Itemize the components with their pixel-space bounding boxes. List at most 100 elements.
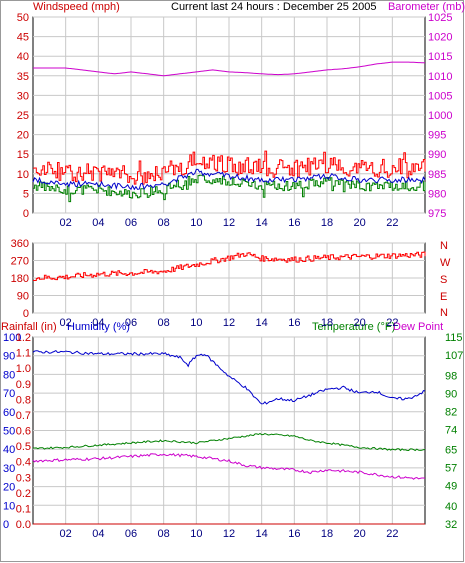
y-temperature-tick-label: 32 xyxy=(445,519,457,531)
dir-letter-e: E xyxy=(440,291,447,303)
dewpoint-line xyxy=(32,452,426,480)
x-tick-label-3: 16 xyxy=(288,528,300,540)
y-rainfall-tick-label: 0.4 xyxy=(16,457,31,469)
x-tick-label-1: 08 xyxy=(158,217,170,229)
x-tick-label-1: 06 xyxy=(125,217,137,229)
y-rainfall-tick-label: 0.5 xyxy=(16,441,31,453)
x-tick-label-1: 14 xyxy=(256,217,268,229)
x-tick-label-2: 02 xyxy=(60,317,72,329)
x-tick-label-3: 06 xyxy=(125,528,137,540)
x-tick-label-2: 18 xyxy=(321,317,333,329)
y-left-tick-label-1: 50 xyxy=(17,12,29,24)
y-left-tick-label-1: 20 xyxy=(17,130,29,142)
humidity-title: Humidity (%) xyxy=(67,321,130,333)
y-right-tick-label-1: 1005 xyxy=(428,90,452,102)
chart-center-title: Current last 24 hours : December 25 2005 xyxy=(171,1,376,13)
y-humidity-tick-label: 30 xyxy=(3,463,15,475)
y-left-tick-label-1: 25 xyxy=(17,110,29,122)
y-humidity-tick-label: 40 xyxy=(3,444,15,456)
temperature-title: Temperature (°F) xyxy=(312,321,395,333)
x-tick-label-2: 22 xyxy=(386,317,398,329)
y-humidity-tick-label: 10 xyxy=(3,500,15,512)
y-left-tick-label-2: 270 xyxy=(11,256,29,268)
dewpoint-title: Dew Point xyxy=(393,321,443,333)
y-rainfall-tick-label: 0.7 xyxy=(16,410,31,422)
y-temperature-tick-label: 115 xyxy=(445,332,463,344)
x-tick-label-3: 08 xyxy=(158,528,170,540)
x-tick-label-2: 16 xyxy=(288,317,300,329)
x-tick-label-2: 08 xyxy=(158,317,170,329)
y-left-tick-label-1: 15 xyxy=(17,149,29,161)
dir-letter-w: W xyxy=(440,257,451,269)
x-tick-label-1: 04 xyxy=(92,217,104,229)
y-rainfall-tick-label: 0.3 xyxy=(16,472,31,484)
y-left-tick-label-1: 10 xyxy=(17,169,29,181)
x-tick-label-3: 02 xyxy=(60,528,72,540)
y-left-tick-label-2: 0 xyxy=(23,308,29,320)
dir-letter-n-bottom: N xyxy=(440,307,448,319)
y-right-tick-label-1: 975 xyxy=(428,208,446,220)
y-rainfall-tick-label: 0.9 xyxy=(16,379,31,391)
y-temperature-tick-label: 49 xyxy=(445,481,457,493)
y-left-tick-label-2: 360 xyxy=(11,238,29,250)
y-right-tick-label-1: 980 xyxy=(428,188,446,200)
y-temperature-tick-label: 107 xyxy=(445,350,463,362)
windspeed-title: Windspeed (mph) xyxy=(33,1,120,13)
y-temperature-tick-label: 57 xyxy=(445,463,457,475)
x-tick-label-3: 04 xyxy=(92,528,104,540)
x-tick-label-3: 12 xyxy=(223,528,235,540)
x-tick-label-3: 18 xyxy=(321,528,333,540)
y-humidity-tick-label: 100 xyxy=(3,332,21,344)
y-temperature-tick-label: 98 xyxy=(445,370,457,382)
x-tick-label-1: 22 xyxy=(386,217,398,229)
y-right-tick-label-1: 1015 xyxy=(428,51,452,63)
y-right-tick-label-1: 995 xyxy=(428,130,446,142)
y-right-tick-label-1: 1025 xyxy=(428,12,452,24)
y-left-tick-label-2: 90 xyxy=(17,291,29,303)
y-left-tick-label-1: 30 xyxy=(17,90,29,102)
x-tick-label-1: 20 xyxy=(354,217,366,229)
x-tick-label-3: 20 xyxy=(354,528,366,540)
y-rainfall-tick-label: 1.2 xyxy=(16,332,31,344)
y-temperature-tick-label: 65 xyxy=(445,445,457,457)
y-humidity-tick-label: 60 xyxy=(3,407,15,419)
x-tick-label-1: 16 xyxy=(288,217,300,229)
x-tick-label-2: 06 xyxy=(125,317,137,329)
y-right-tick-label-1: 1020 xyxy=(428,32,452,44)
y-temperature-tick-label: 90 xyxy=(445,388,457,400)
y-left-tick-label-1: 5 xyxy=(23,188,29,200)
y-temperature-tick-label: 74 xyxy=(445,424,457,436)
y-humidity-tick-label: 80 xyxy=(3,369,15,381)
temperature-line xyxy=(33,432,426,452)
x-tick-label-2: 20 xyxy=(354,317,366,329)
y-right-tick-label-1: 1000 xyxy=(428,110,452,122)
wind-direction-line xyxy=(33,251,426,281)
y-left-tick-label-1: 35 xyxy=(17,71,29,83)
x-tick-label-3: 22 xyxy=(386,528,398,540)
y-rainfall-tick-label: 0.1 xyxy=(16,503,31,515)
y-humidity-tick-label: 0 xyxy=(3,519,9,531)
y-temperature-tick-label: 40 xyxy=(445,501,457,513)
y-rainfall-tick-label: 0.2 xyxy=(16,488,31,500)
wind-gust-line xyxy=(33,150,426,185)
barometer-title: Barometer (mb) xyxy=(388,1,465,13)
y-rainfall-tick-label: 0.0 xyxy=(16,519,31,531)
x-tick-label-3: 14 xyxy=(256,528,268,540)
y-rainfall-tick-label: 1.0 xyxy=(16,363,31,375)
y-right-tick-label-1: 990 xyxy=(428,149,446,161)
x-tick-label-1: 12 xyxy=(223,217,235,229)
dir-letter-s: S xyxy=(440,274,447,286)
y-temperature-tick-label: 82 xyxy=(445,406,457,418)
y-humidity-tick-label: 70 xyxy=(3,388,15,400)
y-left-tick-label-1: 40 xyxy=(17,51,29,63)
rainfall-title: Rainfall (in) xyxy=(1,321,57,333)
y-left-tick-label-1: 0 xyxy=(23,208,29,220)
y-humidity-tick-label: 20 xyxy=(3,482,15,494)
x-tick-label-1: 18 xyxy=(321,217,333,229)
dir-letter-n-top: N xyxy=(440,240,448,252)
y-left-tick-label-2: 180 xyxy=(11,273,29,285)
y-left-tick-label-1: 45 xyxy=(17,32,29,44)
y-rainfall-tick-label: 0.6 xyxy=(16,426,31,438)
